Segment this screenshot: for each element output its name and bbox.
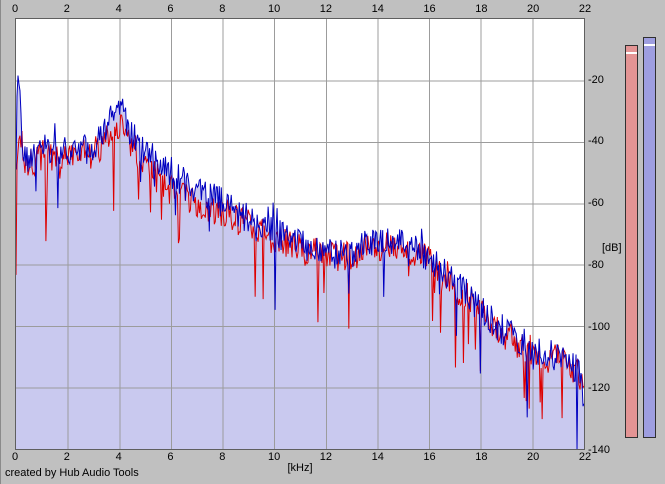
x-tick-label: 4	[115, 3, 122, 15]
meter-gap	[626, 52, 637, 54]
x-tick-label: 18	[475, 451, 488, 463]
x-axis-unit-label: [kHz]	[287, 462, 313, 474]
x-tick-label: 10	[267, 3, 281, 15]
x-tick-label: 16	[423, 3, 436, 15]
x-tick-label: 2	[63, 451, 70, 463]
x-tick-label: 6	[167, 3, 174, 15]
level-meter-left	[625, 45, 638, 438]
y-tick-label: -60	[588, 197, 604, 210]
x-axis-bottom: 0 2 4 6 8 10 12 14 16 18 20 22	[1, 451, 665, 464]
spectrum-plot-svg	[16, 19, 584, 449]
x-tick-label: 22	[578, 451, 592, 463]
status-bar-text: created by Hub Audio Tools	[5, 467, 139, 479]
x-tick-label: 6	[167, 451, 174, 463]
meter-peak-cap	[626, 46, 637, 52]
meter-bar	[644, 46, 655, 437]
x-tick-label: 8	[219, 3, 226, 15]
y-axis-unit-label: [dB]	[602, 242, 622, 254]
meter-peak-cap	[644, 38, 655, 44]
y-tick-label: -20	[588, 73, 604, 86]
x-tick-label: 8	[219, 451, 226, 463]
x-tick-label: 22	[578, 3, 592, 15]
x-tick-label: 0	[11, 3, 19, 15]
x-tick-label: 4	[115, 451, 122, 463]
y-tick-label: -120	[588, 382, 611, 395]
x-tick-label: 0	[11, 451, 19, 463]
blue-trace	[16, 75, 584, 449]
x-tick-label: 20	[527, 3, 540, 15]
y-tick-label: -40	[588, 135, 604, 148]
level-meter-right	[643, 37, 656, 438]
meter-gap	[644, 44, 655, 46]
x-tick-label: 12	[319, 3, 333, 15]
x-tick-label: 14	[371, 451, 384, 463]
x-tick-label: 20	[527, 451, 540, 463]
x-tick-label: 16	[423, 451, 436, 463]
spectrum-plot	[15, 18, 585, 450]
x-tick-label: 2	[63, 3, 70, 15]
x-tick-label: 14	[371, 3, 384, 15]
x-tick-label: 10	[267, 451, 281, 463]
x-axis-top: 0 2 4 6 8 10 12 14 16 18 20 22	[1, 3, 665, 16]
x-tick-label: 12	[319, 451, 333, 463]
y-tick-label: -100	[588, 320, 611, 333]
x-tick-label: 18	[475, 3, 488, 15]
meter-bar	[626, 54, 637, 437]
y-tick-label: -80	[588, 258, 604, 271]
